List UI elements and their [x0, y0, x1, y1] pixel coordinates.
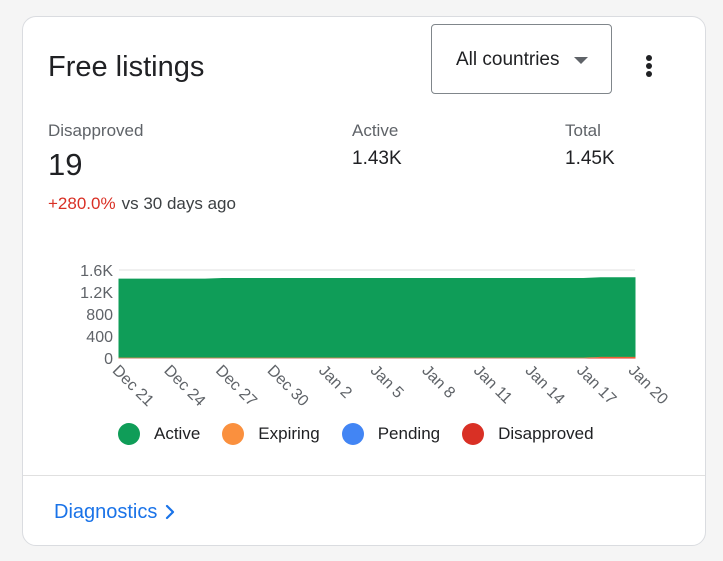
diagnostics-link-label: Diagnostics: [54, 501, 158, 523]
active-label: Active: [352, 121, 399, 140]
area-series-active: [118, 277, 636, 358]
caret-down-icon: [574, 57, 588, 64]
chevron-right-icon: [166, 504, 175, 520]
change-percent: +280.0%: [48, 194, 116, 213]
x-tick-label: Jan 2: [315, 362, 355, 402]
legend-label: Expiring: [258, 424, 320, 443]
legend-label: Disapproved: [498, 424, 594, 443]
y-tick-label: 400: [86, 329, 113, 346]
country-dropdown-value: All countries: [456, 49, 560, 70]
x-tick-label: Jan 14: [522, 362, 568, 408]
y-tick-label: 1.2K: [80, 285, 113, 302]
x-tick-label: Jan 8: [418, 362, 458, 402]
legend-dot-icon: [462, 423, 485, 445]
more-options-button[interactable]: [631, 45, 667, 81]
disapproved-change: +280.0% vs 30 days ago: [48, 193, 236, 215]
legend-item-active[interactable]: Active: [118, 423, 200, 445]
legend-item-pending[interactable]: Pending: [341, 423, 441, 445]
diagnostics-link[interactable]: Diagnostics: [54, 500, 175, 524]
x-tick-label: Dec 27: [212, 362, 260, 410]
more-vert-icon: [646, 55, 652, 61]
x-tick-label: Jan 20: [625, 362, 671, 408]
x-tick-label: Jan 5: [367, 362, 407, 402]
legend-label: Pending: [377, 424, 441, 443]
x-tick-label: Dec 21: [109, 362, 157, 410]
legend-dot-icon: [222, 423, 245, 445]
country-dropdown[interactable]: All countries: [431, 24, 612, 94]
disapproved-label: Disapproved: [48, 121, 144, 140]
y-tick-label: 800: [86, 307, 113, 324]
legend-item-expiring[interactable]: Expiring: [222, 423, 320, 445]
y-tick-label: 1.6K: [80, 263, 113, 280]
x-tick-label: Dec 24: [160, 362, 208, 410]
legend-item-disapproved[interactable]: Disapproved: [462, 423, 594, 445]
legend-dot-icon: [341, 423, 364, 445]
disapproved-value: 19: [48, 147, 83, 182]
legend-dot-icon: [118, 423, 140, 445]
total-label: Total: [565, 121, 601, 140]
card-title: Free listings: [48, 51, 205, 83]
legend-label: Active: [154, 424, 201, 443]
footer-divider: [23, 475, 705, 476]
y-tick-label: 0: [104, 351, 113, 368]
free-listings-card: Free listings All countries Disapproved …: [22, 16, 706, 546]
x-tick-label: Jan 17: [573, 362, 619, 408]
change-compare-text: vs 30 days ago: [121, 194, 236, 213]
total-value: 1.45K: [565, 148, 615, 169]
active-value: 1.43K: [352, 148, 402, 169]
chart-legend: Active Expiring Pending Disapproved: [118, 423, 616, 445]
x-tick-label: Jan 11: [470, 362, 515, 407]
more-vert-icon: [646, 63, 652, 69]
more-vert-icon: [646, 71, 652, 77]
x-tick-label: Dec 30: [264, 362, 312, 410]
